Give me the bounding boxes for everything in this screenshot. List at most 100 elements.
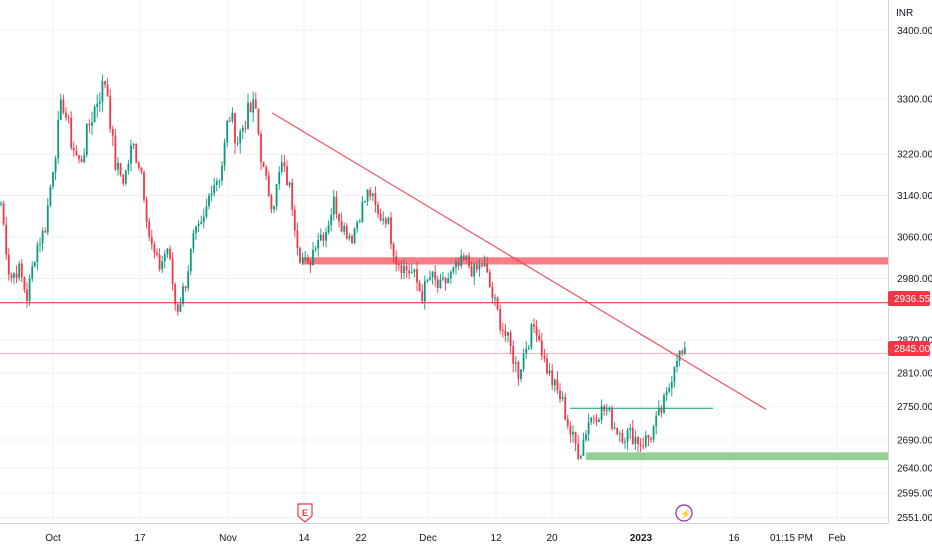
candle-body [501, 329, 504, 331]
candle-body [642, 445, 645, 447]
candle-body [340, 221, 343, 232]
candle-body [538, 335, 541, 341]
price-tick-label: 3300.00 [897, 95, 932, 106]
candle-body [200, 221, 203, 224]
candle-body [130, 145, 132, 164]
candle-body [330, 214, 333, 226]
candle-body [304, 257, 307, 259]
candle-body [36, 244, 39, 262]
candle-body [572, 431, 574, 435]
candle-body [478, 264, 481, 270]
price-tick-label: 3400.00 [897, 26, 932, 37]
candle-body [0, 203, 2, 205]
candle-body [681, 350, 684, 354]
candle-body [288, 182, 291, 186]
candle-body [275, 184, 278, 207]
candle-body [135, 143, 138, 163]
time-tick-label: 17 [134, 533, 146, 544]
candle-body [491, 287, 494, 298]
candle-body [496, 297, 499, 310]
candle-body [384, 218, 387, 224]
candle-body [470, 266, 473, 277]
support-zone[interactable] [586, 452, 888, 461]
candle-body [548, 370, 551, 374]
candle-body [75, 150, 78, 156]
candle-body [379, 213, 382, 221]
candle-body [299, 248, 301, 263]
candle-body [605, 410, 608, 412]
candle-body [507, 332, 509, 336]
level-tag-background [888, 291, 930, 306]
price-tick-label: 2595.00 [897, 488, 932, 499]
dividend-event-icon[interactable]: ⚡ [675, 504, 693, 522]
event-markers[interactable]: E ⚡ [297, 503, 693, 523]
candle-body [660, 408, 663, 413]
candle-body [647, 435, 650, 439]
price-tick-label: 2870.00 [897, 335, 932, 346]
candle-body [158, 254, 161, 270]
candle-body [449, 271, 452, 279]
candle-body [111, 128, 114, 136]
candle-body [262, 161, 265, 167]
candle-body [514, 362, 517, 364]
earnings-letter: E [302, 508, 308, 518]
candle-body [338, 213, 340, 222]
candle-body [278, 171, 281, 185]
candle-body [335, 196, 338, 214]
candle-body [392, 243, 395, 257]
candle-body [616, 427, 619, 434]
candle-body [592, 417, 595, 419]
candle-body [509, 332, 512, 346]
candle-body [486, 263, 489, 273]
candle-body [247, 102, 249, 129]
candle-body [574, 431, 577, 444]
candle-body [546, 358, 548, 374]
candle-body [465, 255, 468, 260]
candle-body [413, 269, 416, 272]
candle-body [54, 158, 57, 173]
candle-body [670, 381, 673, 388]
candle-body [444, 277, 447, 284]
candle-body [28, 278, 31, 302]
earnings-event-icon[interactable]: E [297, 503, 313, 523]
time-tag-text: 01:15 PM [770, 533, 813, 544]
candle-body [208, 195, 210, 207]
candle-body [564, 396, 567, 420]
trendline[interactable] [271, 112, 767, 410]
candle-body [468, 255, 470, 267]
candle-body [78, 155, 80, 160]
candle-body [626, 430, 629, 442]
candle-body [418, 282, 421, 292]
price-axis[interactable]: INR 3560.003400.003300.003220.003140.003… [896, 0, 932, 524]
dividend-badge-shape [675, 504, 693, 522]
price-tick-label: 2810.00 [897, 369, 932, 380]
candle-body [452, 267, 455, 272]
candle-body [600, 406, 603, 420]
candle-body [416, 269, 418, 283]
candle-body [434, 271, 437, 280]
candle-body [309, 262, 312, 266]
candle-body [436, 279, 439, 288]
candle-body [517, 362, 520, 379]
candle-body [306, 257, 309, 263]
candle-body [421, 291, 424, 302]
resistance-zone[interactable] [302, 257, 888, 265]
candle-body [192, 233, 195, 249]
candle-body [488, 272, 491, 288]
candle-body [80, 159, 83, 163]
candle-body [520, 369, 522, 379]
candle-body [504, 330, 507, 336]
time-tick-label: Feb [828, 533, 846, 544]
candle-body [439, 279, 442, 288]
candle-body [296, 230, 299, 249]
candle-body [174, 284, 177, 305]
candle-body [140, 167, 143, 172]
candle-body [455, 261, 457, 268]
time-axis[interactable]: Oct 17 Nov 14 22 Dec 12 20 2023 16 Feb [45, 533, 846, 544]
candle-body [91, 122, 93, 126]
candle-body [202, 216, 205, 222]
candle-body [582, 439, 585, 456]
price-zones [0, 257, 888, 461]
candle-body [382, 218, 385, 221]
